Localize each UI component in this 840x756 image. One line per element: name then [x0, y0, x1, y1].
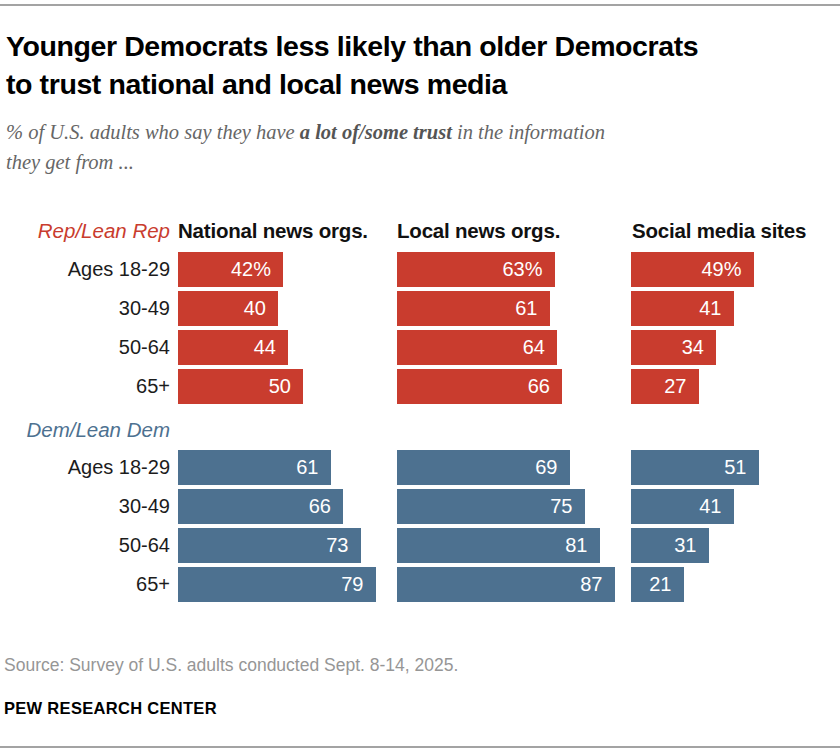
bar-value-label: 66	[397, 375, 550, 398]
bar-value-label: 31	[631, 534, 697, 557]
chart-page: Younger Democrats less likely than older…	[0, 0, 840, 756]
subtitle-bold-phrase: a lot of/some trust	[300, 121, 452, 143]
bar-value-label: 34	[631, 336, 704, 359]
bar-value-label: 40	[178, 297, 266, 320]
bar-value-label: 81	[397, 534, 588, 557]
chart-title-line1: Younger Democrats less likely than older…	[6, 27, 826, 65]
bar-value-label: 49%	[631, 258, 742, 281]
rep-group-label: Rep/Lean Rep	[0, 218, 170, 244]
bottom-divider	[0, 746, 840, 748]
bar-value-label: 63%	[397, 258, 543, 281]
subtitle-prefix: % of U.S. adults who say they have	[6, 121, 300, 143]
bar-value-label: 44	[178, 336, 276, 359]
age-category-label: 65+	[0, 573, 170, 596]
bar-value-label: 50	[178, 375, 291, 398]
chart-title: Younger Democrats less likely than older…	[6, 27, 826, 103]
bar-value-label: 61	[397, 297, 538, 320]
age-category-label: Ages 18-29	[0, 258, 170, 281]
column-header-national-news: National news orgs.	[178, 218, 368, 244]
column-header-social-media: Social media sites	[632, 218, 806, 244]
bar-value-label: 27	[631, 375, 687, 398]
chart-subtitle-line2: they get from ...	[6, 147, 826, 177]
chart-subtitle: % of U.S. adults who say they have a lot…	[6, 117, 826, 177]
age-category-label: Ages 18-29	[0, 456, 170, 479]
bar-value-label: 64	[397, 336, 545, 359]
bar-value-label: 41	[631, 495, 722, 518]
dem-group-label: Dem/Lean Dem	[0, 417, 170, 443]
age-category-label: 50-64	[0, 534, 170, 557]
bar-value-label: 21	[631, 573, 672, 596]
column-header-local-news: Local news orgs.	[397, 218, 560, 244]
top-divider	[0, 4, 840, 6]
bar-value-label: 42%	[178, 258, 271, 281]
subtitle-line1-end: in the information	[452, 121, 605, 143]
age-category-label: 30-49	[0, 297, 170, 320]
bar-value-label: 75	[397, 495, 573, 518]
bar-value-label: 51	[631, 456, 747, 479]
age-category-label: 50-64	[0, 336, 170, 359]
age-category-label: 30-49	[0, 495, 170, 518]
bar-value-label: 61	[178, 456, 319, 479]
bar-value-label: 79	[178, 573, 364, 596]
bar-value-label: 69	[397, 456, 558, 479]
chart-title-line2: to trust national and local news media	[6, 65, 826, 103]
bar-value-label: 66	[178, 495, 331, 518]
pew-research-center-wordmark: PEW RESEARCH CENTER	[4, 699, 217, 718]
bar-value-label: 87	[397, 573, 603, 596]
bar-value-label: 73	[178, 534, 349, 557]
source-note: Source: Survey of U.S. adults conducted …	[4, 655, 458, 676]
age-category-label: 65+	[0, 375, 170, 398]
chart-subtitle-line1: % of U.S. adults who say they have a lot…	[6, 117, 826, 147]
bar-value-label: 41	[631, 297, 722, 320]
